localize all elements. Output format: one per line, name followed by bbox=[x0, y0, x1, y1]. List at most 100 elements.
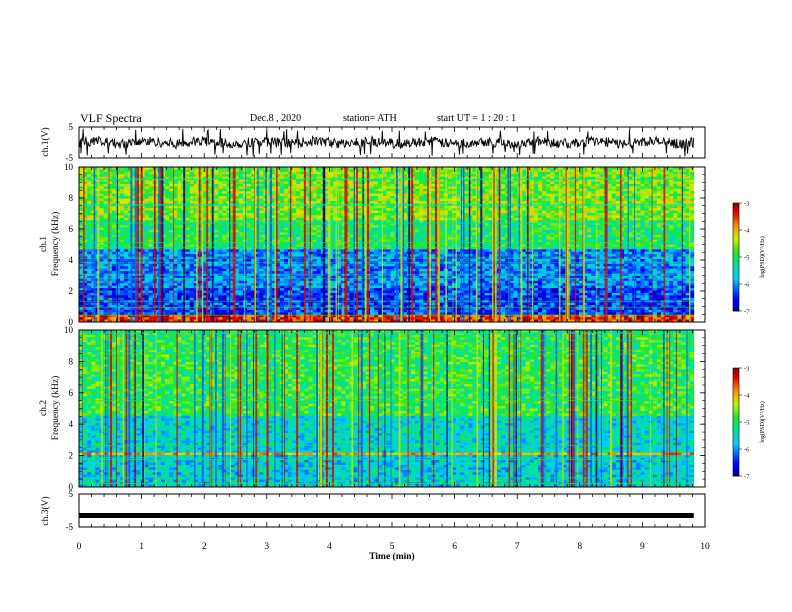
spectrogram-cell bbox=[312, 167, 318, 170]
spectrogram-cell bbox=[447, 171, 453, 175]
spectrogram-cell bbox=[451, 225, 457, 228]
spectrogram-cell bbox=[259, 181, 264, 185]
spectrogram-cell bbox=[328, 181, 334, 185]
spectrogram-cell bbox=[456, 229, 461, 233]
spectrogram-cell bbox=[177, 222, 182, 226]
spectrogram-cell bbox=[648, 183, 654, 187]
spectrogram-cell bbox=[669, 213, 674, 216]
spectrogram-cell bbox=[451, 232, 457, 236]
spectrogram-cell bbox=[296, 205, 301, 209]
spectrogram-cell bbox=[558, 198, 563, 202]
spectrogram-cell bbox=[669, 205, 674, 209]
spectrogram-cell bbox=[558, 205, 563, 209]
spectrogram-cell bbox=[324, 215, 330, 219]
spectrogram-cell bbox=[451, 186, 457, 190]
spectrogram-cell bbox=[271, 232, 277, 236]
spectrogram-cell bbox=[132, 205, 137, 209]
spectrogram-cell bbox=[177, 237, 182, 241]
spectrogram-cell bbox=[177, 229, 182, 233]
spectrogram-cell bbox=[591, 237, 596, 241]
spectrogram-cell bbox=[259, 208, 264, 211]
spectrogram-cell bbox=[378, 181, 383, 185]
spectrogram-cell bbox=[472, 188, 477, 192]
spectrogram-cell bbox=[423, 222, 428, 226]
spectrogram-cell bbox=[234, 237, 240, 241]
spectrogram-cell bbox=[468, 200, 473, 204]
spectrogram-cell bbox=[87, 193, 92, 197]
spectrogram-cell bbox=[271, 179, 277, 182]
spectrogram-cell bbox=[242, 198, 248, 202]
spectrogram-cell bbox=[578, 208, 584, 211]
spectrogram-cell bbox=[369, 220, 375, 224]
spectrogram-cell bbox=[374, 169, 379, 173]
spectrogram-cell bbox=[345, 196, 350, 199]
spectrogram-cell bbox=[488, 225, 494, 228]
spectrogram-cell bbox=[390, 234, 395, 238]
spectrogram-cell bbox=[247, 244, 252, 248]
spectrogram-cell bbox=[652, 193, 658, 197]
spectrogram-cell bbox=[636, 222, 641, 226]
spectrogram-cell bbox=[259, 176, 264, 180]
spectrogram-cell bbox=[119, 237, 125, 241]
spectrogram-cell bbox=[111, 239, 117, 243]
spectrogram-cell bbox=[283, 239, 289, 243]
spectrogram-cell bbox=[542, 181, 547, 185]
spectrogram-cell bbox=[300, 225, 305, 228]
spectrogram-cell bbox=[574, 179, 580, 182]
spectrogram-cell bbox=[99, 232, 104, 236]
spectrogram-cell bbox=[193, 213, 199, 216]
spectrogram-cell bbox=[341, 176, 346, 180]
spectrogram-cell bbox=[119, 181, 125, 185]
spectrogram-cell bbox=[103, 225, 109, 228]
spectrogram-cell bbox=[480, 213, 486, 216]
spectrogram-cell bbox=[296, 234, 301, 238]
spectrogram-cell bbox=[423, 217, 428, 221]
spectrogram-cell bbox=[79, 186, 84, 190]
spectrogram-cell bbox=[591, 198, 596, 202]
spectrogram-cell bbox=[587, 171, 592, 175]
spectrogram-cell bbox=[267, 167, 273, 170]
spectrogram-cell bbox=[271, 208, 277, 211]
spectrogram-cell bbox=[132, 186, 137, 190]
spectrogram-cell bbox=[177, 220, 182, 224]
spectrogram-cell bbox=[369, 229, 375, 233]
spectrogram-cell bbox=[640, 191, 645, 195]
spectrogram-cell bbox=[292, 179, 297, 182]
spectrogram-cell bbox=[558, 183, 563, 187]
spectrogram-cell bbox=[468, 174, 473, 178]
spectrogram-cell bbox=[673, 193, 678, 197]
spectrogram-cell bbox=[369, 234, 375, 238]
spectrogram-cell bbox=[628, 213, 633, 216]
spectrogram-cell bbox=[275, 174, 281, 178]
spectrogram-cell bbox=[79, 200, 84, 204]
spectrogram-cell bbox=[464, 171, 469, 175]
spectrogram-cell bbox=[419, 167, 424, 170]
spectrogram-cell bbox=[546, 205, 551, 209]
spectrogram-cell bbox=[468, 181, 473, 185]
spectrogram-cell bbox=[206, 171, 211, 175]
spectrogram-cell bbox=[378, 205, 383, 209]
spectrogram-cell bbox=[201, 217, 207, 221]
spectrogram-cell bbox=[505, 176, 510, 180]
spectrogram-cell bbox=[677, 171, 682, 175]
spectrogram-cell bbox=[357, 196, 363, 199]
spectrogram-cell bbox=[640, 213, 645, 216]
spectrogram-cell bbox=[402, 191, 408, 195]
spectrogram-cell bbox=[349, 193, 354, 197]
spectrogram-cell bbox=[83, 188, 88, 192]
spectrogram-cell bbox=[619, 222, 625, 226]
spectrogram-cell bbox=[611, 227, 617, 231]
spectrogram-cell bbox=[83, 232, 88, 236]
spectrogram-cell bbox=[656, 229, 662, 233]
spectrogram-cell bbox=[542, 225, 547, 228]
spectrogram-cell bbox=[165, 179, 170, 182]
spectrogram-cell bbox=[677, 239, 682, 243]
spectrogram-cell bbox=[103, 244, 109, 248]
spectrogram-cell bbox=[226, 183, 232, 187]
spectrogram-cell bbox=[206, 169, 211, 173]
spectrogram-cell bbox=[677, 169, 682, 173]
spectrogram-cell bbox=[87, 217, 92, 221]
spectrogram-cell bbox=[119, 217, 125, 221]
spectrogram-cell bbox=[91, 242, 96, 245]
spectrogram-cell bbox=[132, 200, 137, 204]
